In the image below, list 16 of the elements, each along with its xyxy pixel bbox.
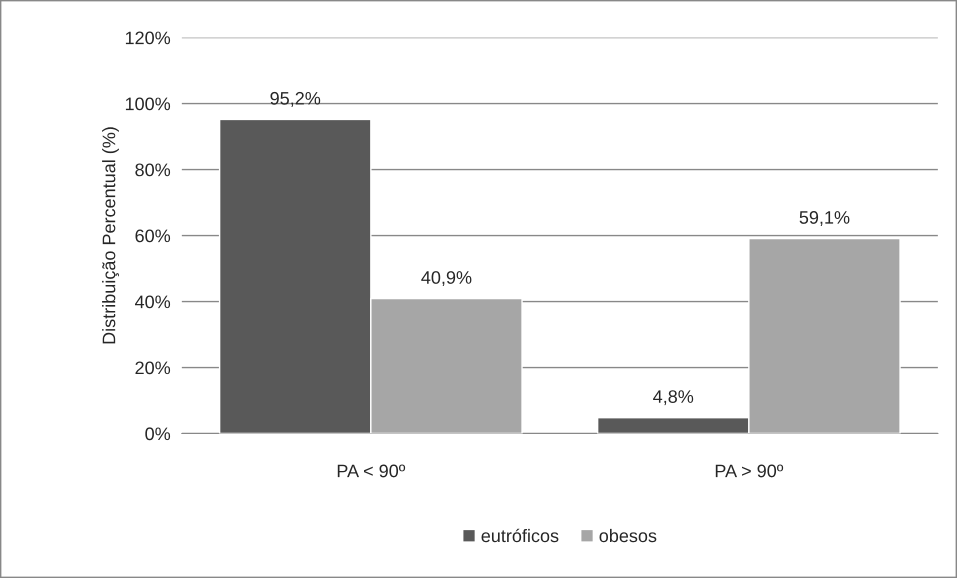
legend-label: eutróficos	[482, 528, 558, 542]
y-tick-label: 120%	[126, 32, 170, 44]
legend-label: obesos	[600, 528, 656, 542]
y-tick-label: 60%	[136, 229, 170, 242]
y-tick-label: 40%	[134, 295, 170, 308]
y-tick-label: 80%	[135, 163, 170, 176]
x-tick-label: PA > 90º	[716, 464, 784, 478]
data-label: 95,2%	[270, 92, 320, 107]
data-label: 59,1%	[800, 211, 850, 226]
y-tick-label: 0%	[145, 427, 170, 440]
x-tick-label: PA < 90º	[338, 464, 406, 478]
data-label: 4,8%	[653, 390, 694, 406]
y-axis-title: Distribuição Percentual (%)	[102, 127, 119, 344]
y-tick-label: 20%	[135, 361, 170, 374]
y-tick-label: 100%	[126, 97, 170, 110]
data-label: 40,9%	[421, 271, 472, 286]
